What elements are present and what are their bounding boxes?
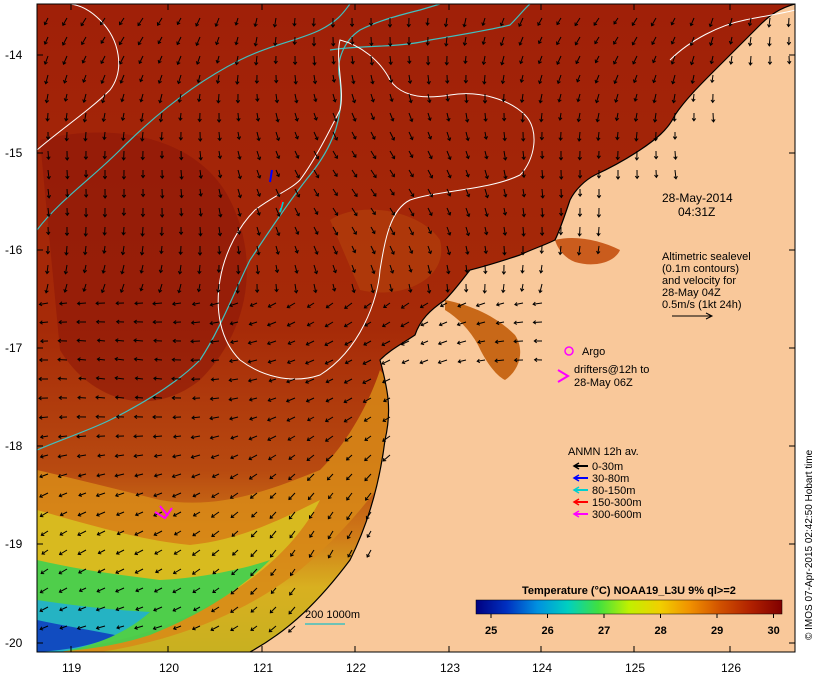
lat-label: -16 (5, 243, 23, 257)
lat-label: -20 (5, 636, 23, 650)
anmn-item-label: 300-600m (592, 509, 642, 521)
lon-label: 123 (440, 661, 460, 675)
anmn-item-label: 30-80m (592, 473, 629, 485)
bathymetry-200m (37, 4, 441, 451)
drifters-label-2: 28-May 06Z (574, 377, 633, 389)
colorbar-tick-label: 25 (485, 625, 497, 637)
sealevel-contour-loop (217, 39, 535, 380)
lon-label: 124 (532, 661, 552, 675)
colorbar-tick-label: 30 (768, 625, 780, 637)
bathymetry-label: 200 1000m (305, 609, 360, 621)
mooring-arrows (269, 169, 284, 213)
colorbar-tick-label: 26 (542, 625, 554, 637)
svg-text:Altimetric sealevel: Altimetric sealevel (662, 251, 751, 263)
sea-orange-patch (330, 209, 442, 293)
lat-label: -15 (5, 146, 23, 160)
timestamp-date: 28-May-2014 (662, 191, 733, 205)
svg-text:0.5m/s (1kt 24h): 0.5m/s (1kt 24h) (662, 299, 741, 311)
anmn-title: ANMN 12h av. (568, 446, 639, 458)
colorbar: Temperature (°C) NOAA19_L3U 9% ql>=2 25 2… (475, 585, 783, 637)
anmn-item-label: 150-300m (592, 497, 642, 509)
lon-label: 122 (346, 661, 366, 675)
land-mass (250, 4, 795, 652)
drifter-marker (154, 505, 173, 520)
colorbar-tick-label: 28 (655, 625, 667, 637)
drifters-label-1: drifters@12h to (574, 364, 649, 376)
sealevel-contour-west (37, 4, 120, 151)
kimberley-inlet (555, 238, 620, 265)
colorbar-tick-label: 29 (711, 625, 723, 637)
lon-label: 120 (159, 661, 179, 675)
coastal-blue-band (37, 620, 115, 652)
lat-label: -17 (5, 341, 23, 355)
argo-icon (564, 346, 574, 356)
axes: -14 -15 -16 -17 -18 -19 -20 119 120 121 122 123 124 1… (5, 4, 795, 675)
lon-label: 121 (253, 661, 273, 675)
lat-label: -14 (5, 48, 23, 62)
anmn-item-label: 80-150m (592, 485, 635, 497)
anmn-legend: ANMN 12h av. 0-30m30-80m80-150m150-300m3… (568, 446, 642, 521)
lat-label: -18 (5, 439, 23, 453)
sea-dark-patch (40, 132, 247, 402)
svg-text:and velocity for: and velocity for (662, 275, 736, 287)
bathymetry-1000m (37, 4, 351, 231)
drifter-icon (557, 369, 570, 383)
colorbar-gradient (475, 599, 783, 615)
lon-label: 125 (625, 661, 645, 675)
timestamp-time: 04:31Z (678, 205, 715, 219)
svg-text:28-May 04Z: 28-May 04Z (662, 287, 721, 299)
credit-text: © IMOS 07-Apr-2015 02:42:50 Hobart time (804, 449, 815, 640)
lat-label: -19 (5, 537, 23, 551)
colorbar-tick-label: 27 (598, 625, 610, 637)
lon-label: 119 (62, 661, 81, 675)
sealevel-contour-ne (669, 9, 795, 61)
coastline (249, 4, 795, 652)
svg-text:(0.1m contours): (0.1m contours) (662, 263, 739, 275)
anmn-item-label: 0-30m (592, 461, 623, 473)
argo-label: Argo (582, 346, 605, 358)
map-frame (36, 3, 796, 653)
colorbar-title: Temperature (°C) NOAA19_L3U 9% ql>=2 (522, 585, 736, 597)
map-area (37, 4, 795, 652)
velocity-arrows (38, 17, 792, 633)
altimetry-note: Altimetric sealevel (0.1m contours) and … (662, 251, 751, 320)
bathymetry-ne (329, 4, 531, 51)
lon-label: 126 (721, 661, 741, 675)
